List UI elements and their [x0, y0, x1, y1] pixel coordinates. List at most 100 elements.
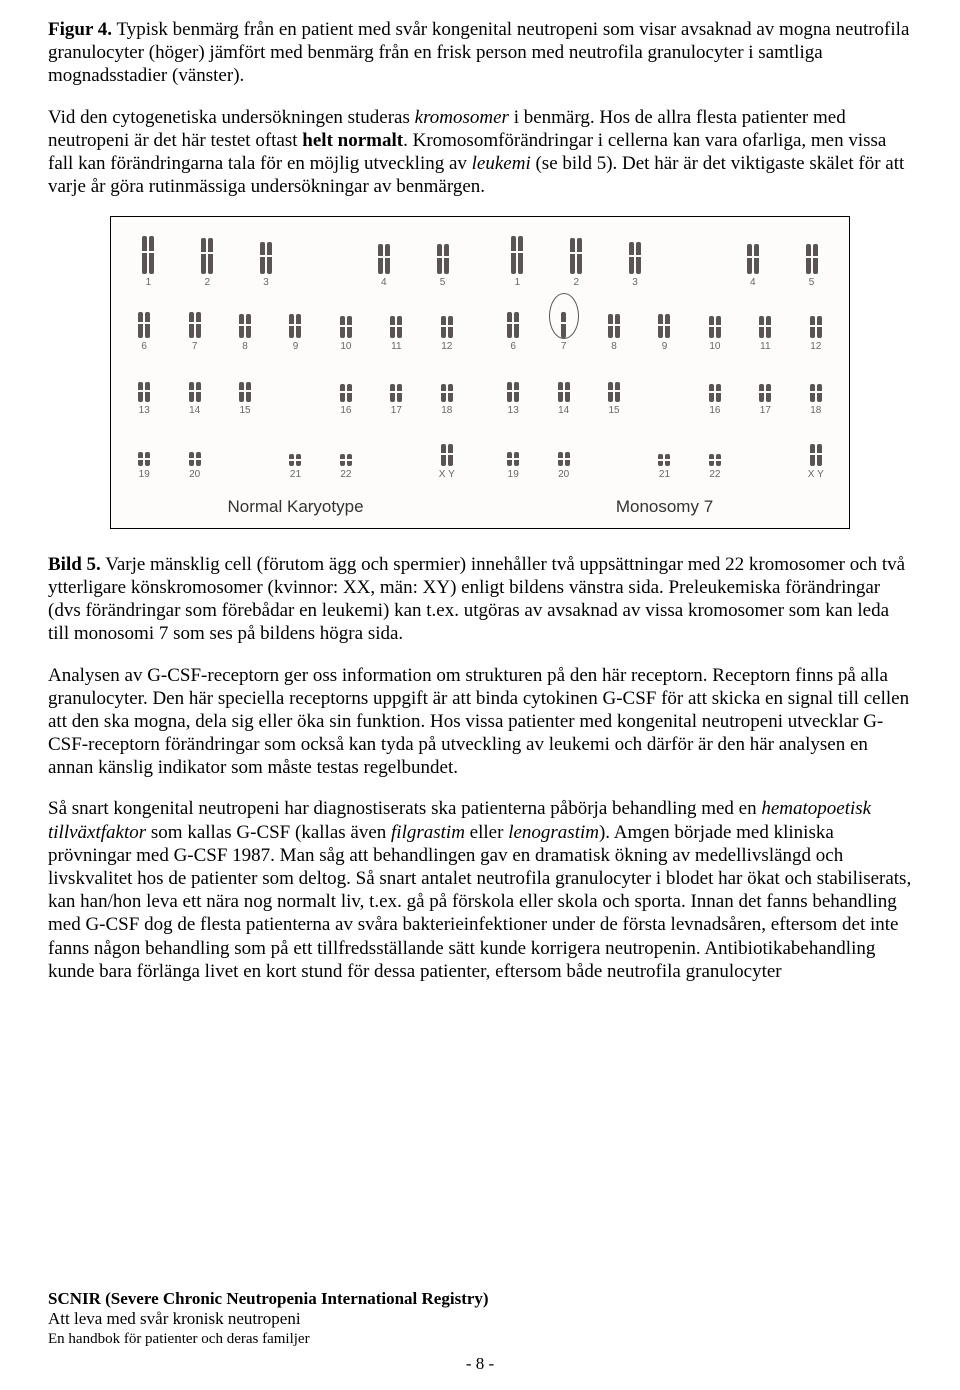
chromosome-label: 16 — [340, 405, 351, 417]
chromosome-cell: 5 — [784, 231, 839, 289]
chromosome-cell: 5 — [415, 231, 470, 289]
chromosome-label: 22 — [709, 469, 720, 481]
chromosome-cell: 11 — [742, 295, 788, 353]
chromosome-label: 21 — [659, 469, 670, 481]
chromosome-label: 18 — [810, 405, 821, 417]
chromosome-cell: 3 — [239, 231, 294, 289]
chromosome-label: 20 — [558, 469, 569, 481]
cytogenetic-paragraph: Vid den cytogenetiska undersökningen stu… — [48, 106, 912, 199]
chromosome-cell: 1 — [490, 231, 545, 289]
chromosome-label: 5 — [809, 277, 815, 289]
chromosome-label: 16 — [709, 405, 720, 417]
chromosome-label: 18 — [441, 405, 452, 417]
chromosome-label: 15 — [240, 405, 251, 417]
chromosome-label: 8 — [611, 341, 617, 353]
chromosome-cell: 18 — [793, 359, 839, 417]
chromosome-cell: 7 — [171, 295, 217, 353]
chromosome-cell: 17 — [373, 359, 419, 417]
chromosome-label: 4 — [750, 277, 756, 289]
chromosome-cell: 14 — [540, 359, 586, 417]
chromosome-cell: 13 — [121, 359, 167, 417]
chromosome-cell: 22 — [323, 423, 369, 481]
chromosome-label: 17 — [391, 405, 402, 417]
chromosome-label: 13 — [139, 405, 150, 417]
footer-subtitle: En handbok för patienter och deras famil… — [48, 1330, 912, 1348]
chromosome-label: 12 — [441, 341, 452, 353]
chromosome-label: 2 — [204, 277, 210, 289]
chromosome-cell: 19 — [121, 423, 167, 481]
chromosome-cell: 15 — [222, 359, 268, 417]
chromosome-cell: 16 — [323, 359, 369, 417]
chromosome-label: 12 — [810, 341, 821, 353]
chromosome-cell: 16 — [692, 359, 738, 417]
chromosome-label: 13 — [508, 405, 519, 417]
chromosome-cell: 6 — [121, 295, 167, 353]
treatment-paragraph: Så snart kongenital neutropeni har diagn… — [48, 797, 912, 982]
gcsf-receptor-paragraph: Analysen av G-CSF-receptorn ger oss info… — [48, 664, 912, 780]
chromosome-cell: 12 — [424, 295, 470, 353]
chromosome-cell: 22 — [692, 423, 738, 481]
figure4-caption: Figur 4. Typisk benmärg från en patient … — [48, 18, 912, 88]
chromosome-label: 17 — [760, 405, 771, 417]
chromosome-cell: 14 — [171, 359, 217, 417]
chromosome-label: 19 — [139, 469, 150, 481]
chromosome-label: 11 — [760, 341, 770, 353]
chromosome-cell: 10 — [692, 295, 738, 353]
chromosome-cell: 2 — [180, 231, 235, 289]
chromosome-cell: 8 — [222, 295, 268, 353]
chromosome-cell: 21 — [641, 423, 687, 481]
chromosome-cell: 10 — [323, 295, 369, 353]
chromosome-label: 14 — [189, 405, 200, 417]
chromosome-label: 20 — [189, 469, 200, 481]
chromosome-cell: X Y — [793, 423, 839, 481]
chromosome-cell: 4 — [356, 231, 411, 289]
chromosome-label: X Y — [808, 469, 824, 481]
chromosome-cell: 13 — [490, 359, 536, 417]
normal-karyotype-panel: 12345678910111213141516171819202122X Y N… — [121, 231, 470, 518]
chromosome-label: 9 — [662, 341, 668, 353]
chromosome-label: 22 — [340, 469, 351, 481]
footer-title: Att leva med svår kronisk neutropeni — [48, 1309, 912, 1329]
chromosome-label: 5 — [440, 277, 446, 289]
normal-caption: Normal Karyotype — [227, 497, 363, 518]
chromosome-label: 6 — [141, 341, 147, 353]
chromosome-label: 7 — [561, 341, 567, 353]
bild5-caption: Bild 5. Varje mänsklig cell (förutom ägg… — [48, 553, 912, 646]
chromosome-label: 10 — [709, 341, 720, 353]
chromosome-cell: 18 — [424, 359, 470, 417]
chromosome-label: 3 — [632, 277, 638, 289]
chromosome-cell: 6 — [490, 295, 536, 353]
bild5-lead: Bild 5. — [48, 554, 101, 575]
chromosome-cell: 15 — [591, 359, 637, 417]
figure4-text: Typisk benmärg från en patient med svår … — [48, 19, 909, 86]
chromosome-cell: 20 — [171, 423, 217, 481]
chromosome-label: 9 — [293, 341, 299, 353]
chromosome-cell: 9 — [641, 295, 687, 353]
chromosome-cell: X Y — [424, 423, 470, 481]
figure4-lead: Figur 4. — [48, 19, 112, 40]
chromosome-cell: 9 — [272, 295, 318, 353]
chromosome-label: 7 — [192, 341, 198, 353]
chromosome-cell: 21 — [272, 423, 318, 481]
chromosome-cell: 2 — [549, 231, 604, 289]
chromosome-cell: 7 — [540, 295, 586, 353]
footer-registry: SCNIR (Severe Chronic Neutropenia Intern… — [48, 1289, 912, 1309]
bild5-text: Varje mänsklig cell (förutom ägg och spe… — [48, 554, 905, 645]
monosomy7-panel: 12345678910111213141516171819202122X Y M… — [490, 231, 839, 518]
chromosome-cell: 4 — [725, 231, 780, 289]
chromosome-label: 1 — [146, 277, 152, 289]
page-footer: SCNIR (Severe Chronic Neutropenia Intern… — [48, 1289, 912, 1374]
chromosome-cell: 12 — [793, 295, 839, 353]
chromosome-label: 19 — [508, 469, 519, 481]
karyotype-figure: 12345678910111213141516171819202122X Y N… — [110, 216, 850, 529]
chromosome-label: 14 — [558, 405, 569, 417]
chromosome-cell: 3 — [608, 231, 663, 289]
chromosome-label: 11 — [391, 341, 401, 353]
chromosome-label: 3 — [263, 277, 269, 289]
chromosome-label: 10 — [340, 341, 351, 353]
chromosome-label: 8 — [242, 341, 248, 353]
chromosome-cell: 20 — [540, 423, 586, 481]
chromosome-cell: 11 — [373, 295, 419, 353]
chromosome-cell: 17 — [742, 359, 788, 417]
chromosome-cell: 8 — [591, 295, 637, 353]
